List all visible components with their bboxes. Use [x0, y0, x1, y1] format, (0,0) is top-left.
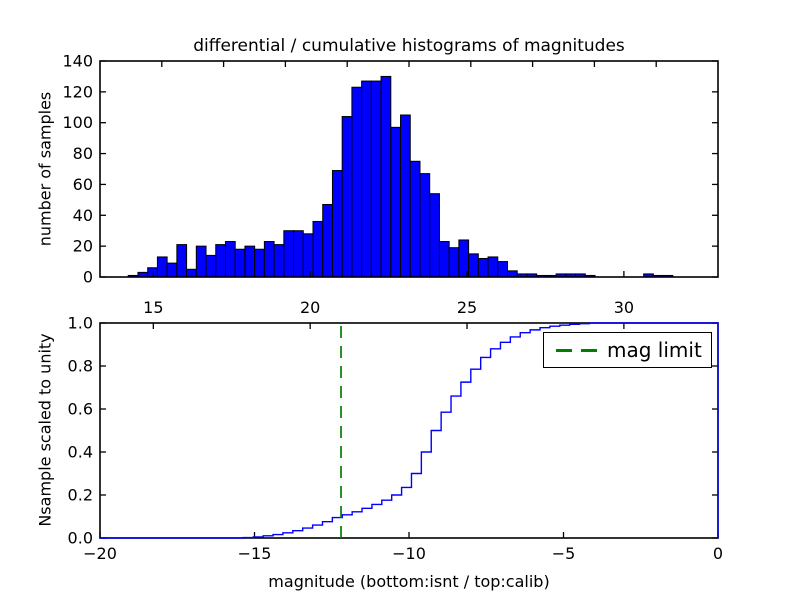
x-tick-label-calib: 25 [457, 298, 477, 317]
histogram-bar [283, 230, 295, 278]
y-tick-label: 100 [62, 113, 93, 132]
histogram-bar [312, 220, 324, 278]
histogram-bar [322, 203, 333, 278]
histogram-bar [380, 75, 392, 278]
legend-label: mag limit [607, 338, 702, 362]
x-tick-label: 0 [713, 544, 723, 563]
x-tick-label-calib: 15 [143, 298, 163, 317]
y-tick-label: 0.8 [68, 357, 93, 376]
x-tick-label: −10 [392, 544, 426, 563]
legend: mag limit [543, 332, 712, 368]
x-tick-label: −5 [552, 544, 576, 563]
y-tick-label: 60 [73, 175, 93, 194]
y-axis-label-top: number of samples [35, 91, 55, 247]
histogram-bar [254, 248, 265, 278]
x-tick-label-calib: 30 [614, 298, 634, 317]
histogram-bar [205, 254, 217, 278]
histogram-bar [438, 241, 450, 278]
x-axis-label: magnitude (bottom:isnt / top:calib) [268, 572, 550, 591]
cumulative-step-line [100, 322, 719, 539]
histogram-bar [224, 241, 236, 278]
y-axis-label-bottom: Nsample scaled to unity [35, 333, 55, 527]
histogram-bar [487, 256, 499, 278]
histogram-bar [448, 247, 460, 278]
histogram-bar [419, 173, 431, 278]
y-tick-label: 40 [73, 206, 93, 225]
histogram-bar [400, 114, 411, 278]
figure-title: differential / cumulative histograms of … [193, 36, 625, 56]
histogram-bar [302, 233, 314, 278]
histogram-bar [273, 244, 285, 278]
histogram-bar [176, 244, 188, 278]
y-tick-label: 0.4 [68, 443, 93, 462]
histogram-bar [390, 126, 402, 278]
histogram-bar [497, 261, 509, 278]
histogram-bar [186, 268, 197, 278]
histogram-bar [370, 80, 382, 278]
histogram-bar [195, 245, 207, 278]
histogram-bar [351, 86, 363, 278]
y-tick-label: 20 [73, 237, 93, 256]
histogram-bar [215, 244, 226, 278]
histogram-bar [477, 257, 489, 278]
histogram-bar [166, 262, 178, 278]
histogram-bar [244, 245, 256, 278]
histogram-bar [409, 160, 421, 278]
histogram-bar [147, 267, 158, 278]
histogram-bar [331, 170, 343, 278]
x-tick-label-calib: 20 [300, 298, 320, 317]
x-tick-label: −20 [83, 544, 117, 563]
histogram-bar [263, 241, 275, 278]
histogram-bar [429, 193, 440, 278]
y-tick-label: 0.0 [68, 529, 93, 548]
y-tick-label: 0.6 [68, 400, 93, 419]
histogram-bar [361, 80, 372, 278]
y-tick-label: 1.0 [68, 314, 93, 333]
y-tick-label: 0.2 [68, 486, 93, 505]
histogram-bar [468, 253, 479, 278]
histogram-bar [234, 248, 246, 278]
y-tick-label: 0 [83, 268, 93, 287]
histogram-bar [293, 230, 304, 278]
histogram-bar [341, 116, 353, 278]
y-tick-label: 80 [73, 144, 93, 163]
legend-dashed-line-sample [556, 348, 597, 352]
histogram-bar [507, 270, 518, 278]
y-tick-label: 140 [62, 52, 93, 71]
x-tick-label: −15 [238, 544, 272, 563]
histogram-bar [156, 256, 168, 278]
y-tick-label: 120 [62, 82, 93, 101]
